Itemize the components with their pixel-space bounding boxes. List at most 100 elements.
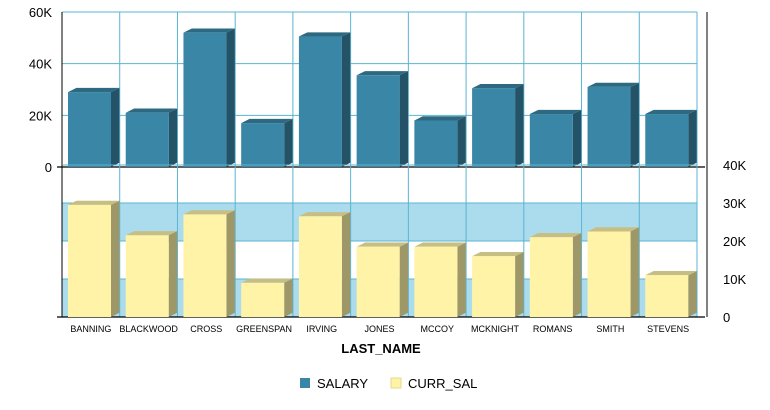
- y-tick-label: 40K: [29, 57, 52, 72]
- bar-top: [68, 200, 120, 205]
- x-tick-label: BLACKWOOD: [119, 324, 178, 334]
- bar-top: [645, 271, 697, 276]
- bar-side: [572, 109, 582, 167]
- bar-side: [515, 252, 524, 317]
- bar-front: [414, 246, 458, 317]
- x-tick-label: ROMANS: [533, 324, 573, 334]
- bar-front: [587, 86, 631, 167]
- bar-side: [111, 87, 120, 167]
- bar-front: [587, 231, 631, 317]
- bar-salary: [183, 28, 235, 167]
- bar-front: [356, 246, 400, 317]
- bar-front: [183, 32, 227, 167]
- bar-side: [168, 108, 178, 167]
- bar-top: [356, 71, 409, 76]
- bar-curr-sal: [125, 231, 178, 317]
- bar-salary: [587, 82, 639, 167]
- bar-side: [399, 71, 409, 167]
- bar-front: [125, 235, 169, 317]
- bar-front: [356, 75, 400, 167]
- bar-salary: [68, 87, 120, 167]
- bar-curr-sal: [472, 252, 524, 317]
- bar-side: [457, 116, 466, 167]
- bar-top: [472, 252, 524, 257]
- bar-side: [572, 233, 582, 317]
- bar-front: [125, 112, 169, 167]
- bar-curr-sal: [68, 200, 120, 317]
- x-tick-label: BANNING: [70, 324, 111, 334]
- bar-front: [645, 275, 689, 317]
- bar-curr-sal: [298, 212, 351, 317]
- bar-top: [529, 109, 582, 115]
- bar-top: [125, 108, 178, 113]
- bar-side: [457, 242, 466, 317]
- x-tick-label: MCCOY: [420, 324, 454, 334]
- bar-top: [183, 28, 235, 33]
- bar-top: [645, 109, 697, 115]
- bar-salary: [529, 109, 582, 167]
- bar-salary: [125, 108, 178, 167]
- x-axis-title: LAST_NAME: [341, 341, 421, 356]
- bar-side: [688, 271, 697, 317]
- x-tick-label: MCKNIGHT: [471, 324, 519, 334]
- bar-front: [529, 237, 573, 317]
- legend-label-salary: SALARY: [317, 376, 368, 391]
- bar-side: [688, 109, 697, 167]
- bar-front: [472, 256, 516, 317]
- bar-salary: [241, 118, 293, 167]
- bar-curr-sal: [241, 278, 293, 317]
- x-tick-label: STEVENS: [647, 324, 689, 334]
- x-tick-label: IRVING: [306, 324, 337, 334]
- bar-front: [241, 123, 285, 167]
- bar-side: [111, 200, 120, 317]
- bar-front: [183, 214, 227, 317]
- bar-curr-sal: [183, 210, 235, 317]
- bar-front: [68, 204, 111, 317]
- bar-top: [587, 82, 639, 87]
- x-tick-label: GREENSPAN: [236, 324, 292, 334]
- bar-side: [226, 210, 235, 317]
- bar-side: [515, 84, 524, 167]
- bar-front: [298, 36, 342, 167]
- bar-curr-sal: [587, 227, 639, 317]
- bar-top: [183, 210, 235, 215]
- bar-side: [284, 278, 293, 317]
- bar-side: [630, 227, 639, 317]
- bar-top: [125, 231, 178, 236]
- bar-salary: [298, 32, 351, 167]
- bar-top: [68, 87, 120, 93]
- y-tick-label: 0: [45, 160, 52, 175]
- legend-swatch-curr-sal: [390, 377, 402, 389]
- bar-front: [529, 114, 573, 167]
- x-tick-label: JONES: [364, 324, 394, 334]
- bar-front: [645, 114, 689, 167]
- bar-front: [68, 92, 111, 167]
- bar-curr-sal: [356, 242, 409, 317]
- bar-top: [356, 242, 409, 247]
- y-tick-label: 40K: [723, 158, 746, 173]
- bar-front: [472, 88, 516, 167]
- bar-side: [341, 32, 351, 167]
- bar-front: [298, 216, 342, 317]
- y-tick-label: 20K: [29, 108, 52, 123]
- bar-top: [529, 233, 582, 238]
- bar-salary: [414, 116, 466, 167]
- bar-front: [414, 120, 458, 167]
- legend-label-curr-sal: CURR_SAL: [408, 376, 477, 391]
- y-tick-label: 20K: [723, 234, 746, 249]
- y-tick-label: 0: [723, 310, 730, 325]
- bar-top: [587, 227, 639, 232]
- y-tick-label: 60K: [29, 5, 52, 20]
- bar-side: [284, 118, 293, 167]
- bar-top: [472, 84, 524, 89]
- bar-side: [168, 231, 178, 317]
- bar-top: [414, 242, 466, 247]
- bar-side: [630, 82, 639, 167]
- x-tick-label: CROSS: [190, 324, 222, 334]
- bar-curr-sal: [645, 271, 697, 317]
- bar-side: [399, 242, 409, 317]
- bar-top: [298, 32, 351, 37]
- bar-top: [414, 116, 466, 121]
